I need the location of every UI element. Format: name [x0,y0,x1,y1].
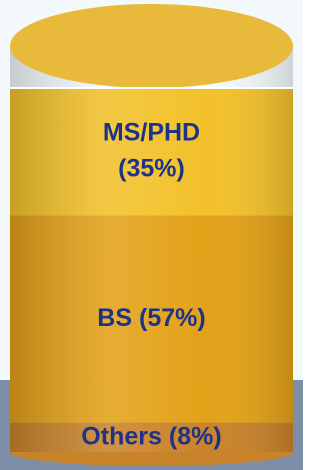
category-label: Others [81,422,162,450]
category-label: BS [97,304,132,332]
segment-label: Others(8%) [81,422,221,450]
page: MS/PHD(35%)BS(57%)Others(8%) (() => { co… [0,0,320,470]
chart: MS/PHD (35%) BS(57%) Others(8%) [0,0,303,470]
value-label: (35%) [118,154,185,182]
value-label: (57%) [139,304,206,332]
category-label: MS/PHD [103,118,200,146]
shading [10,46,293,452]
value-label: (8%) [169,422,222,450]
segment-label: BS(57%) [97,304,205,332]
cylinder: MS/PHD (35%) BS(57%) Others(8%) [10,4,293,466]
